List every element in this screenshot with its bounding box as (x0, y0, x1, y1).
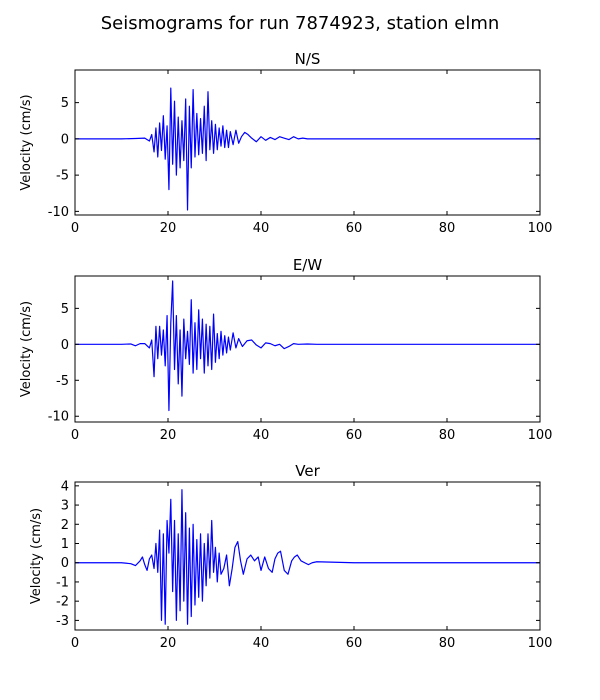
figure-title: Seismograms for run 7874923, station elm… (101, 13, 500, 34)
series-line (75, 87, 540, 211)
y-tick-label: 2 (61, 518, 69, 533)
x-tick-label: 20 (160, 221, 177, 236)
y-axis-label: Velocity (cm/s) (19, 301, 34, 397)
y-tick-label: -5 (56, 374, 69, 389)
y-tick-label: 5 (61, 96, 69, 111)
chart-panel-ew: E/W Velocity (cm/s) 0 20 40 60 80 100 -10 -5 0 5 (19, 256, 552, 443)
y-tick-label: -3 (56, 614, 69, 629)
axes-frame (74, 69, 541, 216)
x-tick-label: 100 (528, 428, 553, 443)
y-tick-label: -2 (56, 595, 69, 610)
y-tick-label: -5 (56, 169, 69, 184)
axes-frame (74, 481, 541, 631)
y-tick-label: 4 (61, 479, 69, 494)
y-tick-label: -10 (48, 410, 69, 425)
chart-panel-ns: N/S Velocity (cm/s) 0 20 40 60 80 100 -10 -5 0 5 (19, 50, 552, 236)
x-tick-label: 40 (253, 428, 270, 443)
x-tick-label: 80 (439, 221, 456, 236)
panel-title: Ver (295, 462, 320, 480)
x-tick-label: 100 (528, 636, 553, 651)
x-tick-label: 60 (346, 428, 363, 443)
y-tick-label: 1 (61, 537, 69, 552)
y-tick-label: 0 (61, 338, 69, 353)
axes-frame (74, 275, 541, 423)
plot-area: 0 20 40 60 80 100 -3 -2 -1 0 1 2 3 4 (56, 479, 552, 651)
y-tick-label: -10 (48, 205, 69, 220)
x-tick-label: 40 (253, 221, 270, 236)
y-tick-label: -1 (56, 575, 69, 590)
plot-area: 0 20 40 60 80 100 -10 -5 0 5 (48, 275, 553, 443)
x-tick-label: 0 (71, 428, 79, 443)
x-tick-label: 20 (160, 636, 177, 651)
series-line (75, 280, 540, 412)
plot-area: 0 20 40 60 80 100 -10 -5 0 5 (48, 69, 553, 236)
x-tick-label: 100 (528, 221, 553, 236)
x-tick-label: 80 (439, 428, 456, 443)
series-line (75, 489, 540, 625)
y-tick-label: 0 (61, 556, 69, 571)
chart-panel-ver: Ver Velocity (cm/s) 0 20 40 60 80 100 -3 -2 -1 0 1… (29, 462, 552, 651)
x-tick-label: 0 (71, 636, 79, 651)
y-axis-label: Velocity (cm/s) (19, 94, 34, 190)
y-tick-label: 5 (61, 302, 69, 317)
x-tick-label: 80 (439, 636, 456, 651)
x-tick-label: 20 (160, 428, 177, 443)
panel-title: E/W (293, 256, 323, 274)
y-axis-label: Velocity (cm/s) (29, 508, 44, 604)
x-tick-label: 60 (346, 636, 363, 651)
y-tick-label: 0 (61, 132, 69, 147)
x-tick-label: 0 (71, 221, 79, 236)
x-tick-label: 40 (253, 636, 270, 651)
y-tick-label: 3 (61, 499, 69, 514)
x-tick-label: 60 (346, 221, 363, 236)
panel-title: N/S (295, 50, 321, 68)
